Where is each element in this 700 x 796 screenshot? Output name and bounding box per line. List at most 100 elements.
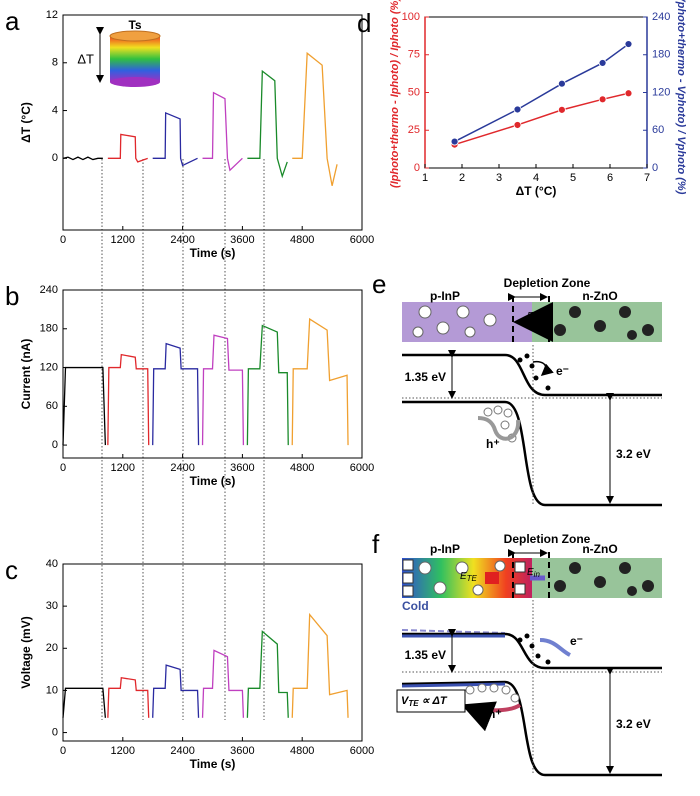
y2-tick-label: 120 (652, 86, 670, 98)
y2-tick-label: 60 (652, 124, 664, 136)
x-tick-label: 3600 (230, 745, 254, 757)
x-tick-label: 5 (570, 172, 576, 184)
panel-label: d (357, 8, 371, 38)
y2-tick-label: 240 (652, 11, 670, 23)
x-axis-label: Time (s) (190, 757, 236, 771)
label: 3.2 eV (616, 447, 651, 461)
series-line (291, 612, 349, 718)
label: p-InP (430, 542, 460, 556)
series-line (152, 342, 200, 446)
x-tick-label: 6000 (350, 745, 374, 757)
panel-label: c (5, 555, 18, 585)
x-tick-label: 4800 (290, 745, 314, 757)
y-tick-label: 120 (40, 361, 58, 373)
x-tick-label: 0 (60, 234, 66, 246)
x-tick-label: 2 (459, 172, 465, 184)
plot-frame (62, 563, 363, 742)
x-tick-label: 7 (644, 172, 650, 184)
y-tick-label: 20 (46, 642, 58, 654)
point (598, 95, 607, 104)
x-tick-label: 1200 (111, 745, 135, 757)
label: 3.2 eV (616, 717, 651, 731)
point (513, 121, 522, 129)
x-tick-label: 6 (607, 172, 613, 184)
point (598, 59, 607, 67)
label: e⁻ (570, 634, 583, 648)
series-line (246, 630, 289, 718)
x-tick-label: 4800 (290, 462, 314, 474)
panel-label: f (372, 529, 380, 559)
series-line (107, 353, 150, 446)
label: n-ZnO (582, 289, 617, 303)
x-tick-label: 0 (60, 462, 66, 474)
x-axis-label: ΔT (°C) (516, 184, 557, 198)
annotation: ΔT (77, 51, 94, 66)
annotation: Ts (128, 18, 141, 32)
label: ETE (460, 571, 478, 583)
label: Ein (527, 311, 540, 323)
cylinder-icon (96, 27, 161, 87)
x-tick-label: 4800 (290, 234, 314, 246)
x-tick-label: 2400 (170, 234, 194, 246)
x-tick-label: 2400 (170, 462, 194, 474)
series-line (62, 156, 103, 161)
y-axis-label: ΔT (°C) (19, 102, 33, 143)
point (450, 137, 459, 146)
y-tick-label: 0 (414, 162, 420, 174)
y-tick-label: 180 (40, 323, 58, 335)
x-tick-label: 2400 (170, 745, 194, 757)
y2-axis-label: (Vphoto+thermo - Vphoto) / Vphoto (%) (675, 0, 687, 195)
label: h⁺ (486, 437, 500, 451)
label: Depletion Zone (504, 276, 591, 290)
x-tick-label: 3600 (230, 234, 254, 246)
y-axis-label: (Iphoto+thermo - Iphoto) / Iphoto (%) (389, 0, 401, 188)
diagram-f (396, 549, 662, 777)
y-tick-label: 60 (46, 400, 58, 412)
series-line (62, 366, 107, 446)
plot-frame (62, 289, 363, 459)
x-tick-label: 6000 (350, 234, 374, 246)
label: Ein (527, 567, 540, 579)
label: n-ZnO (582, 542, 617, 556)
y-tick-label: 40 (46, 558, 58, 570)
x-tick-label: 1200 (111, 234, 135, 246)
series-line (202, 91, 243, 172)
y-tick-label: 0 (52, 152, 58, 164)
connector-lines (101, 159, 265, 720)
panel-label: a (5, 6, 20, 36)
series-line (152, 664, 200, 718)
y-tick-label: 10 (46, 684, 58, 696)
label: VTE ∝ ΔT (401, 695, 448, 708)
x-tick-label: 1 (422, 172, 428, 184)
point (513, 105, 522, 114)
series-line (107, 677, 150, 718)
y2-tick-label: 0 (652, 162, 658, 174)
y-axis-label: Voltage (mV) (19, 616, 33, 688)
point (558, 79, 566, 88)
y-tick-label: 240 (40, 284, 58, 296)
x-tick-label: 0 (60, 745, 66, 757)
y-tick-label: 4 (52, 104, 58, 116)
panel-label: e (372, 269, 386, 299)
series-line (454, 43, 629, 143)
series-line (152, 111, 198, 167)
y-axis-label: Current (nA) (19, 339, 33, 410)
label: Depletion Zone (504, 532, 591, 546)
label: 1.35 eV (405, 370, 446, 384)
series-line (246, 324, 289, 446)
y-tick-label: 0 (52, 726, 58, 738)
x-axis-label: Time (s) (190, 474, 236, 488)
label: 1.35 eV (405, 648, 446, 662)
x-tick-label: 6000 (350, 462, 374, 474)
y2-tick-label: 180 (652, 49, 670, 61)
series-line (247, 69, 288, 179)
series-line (107, 133, 148, 163)
point (624, 40, 633, 48)
x-tick-label: 3600 (230, 462, 254, 474)
series-line (201, 334, 245, 446)
y-tick-label: 8 (52, 57, 58, 69)
series-line (291, 317, 349, 446)
series-line (292, 51, 338, 186)
x-axis-label: Time (s) (190, 246, 236, 260)
label: p-InP (430, 289, 460, 303)
